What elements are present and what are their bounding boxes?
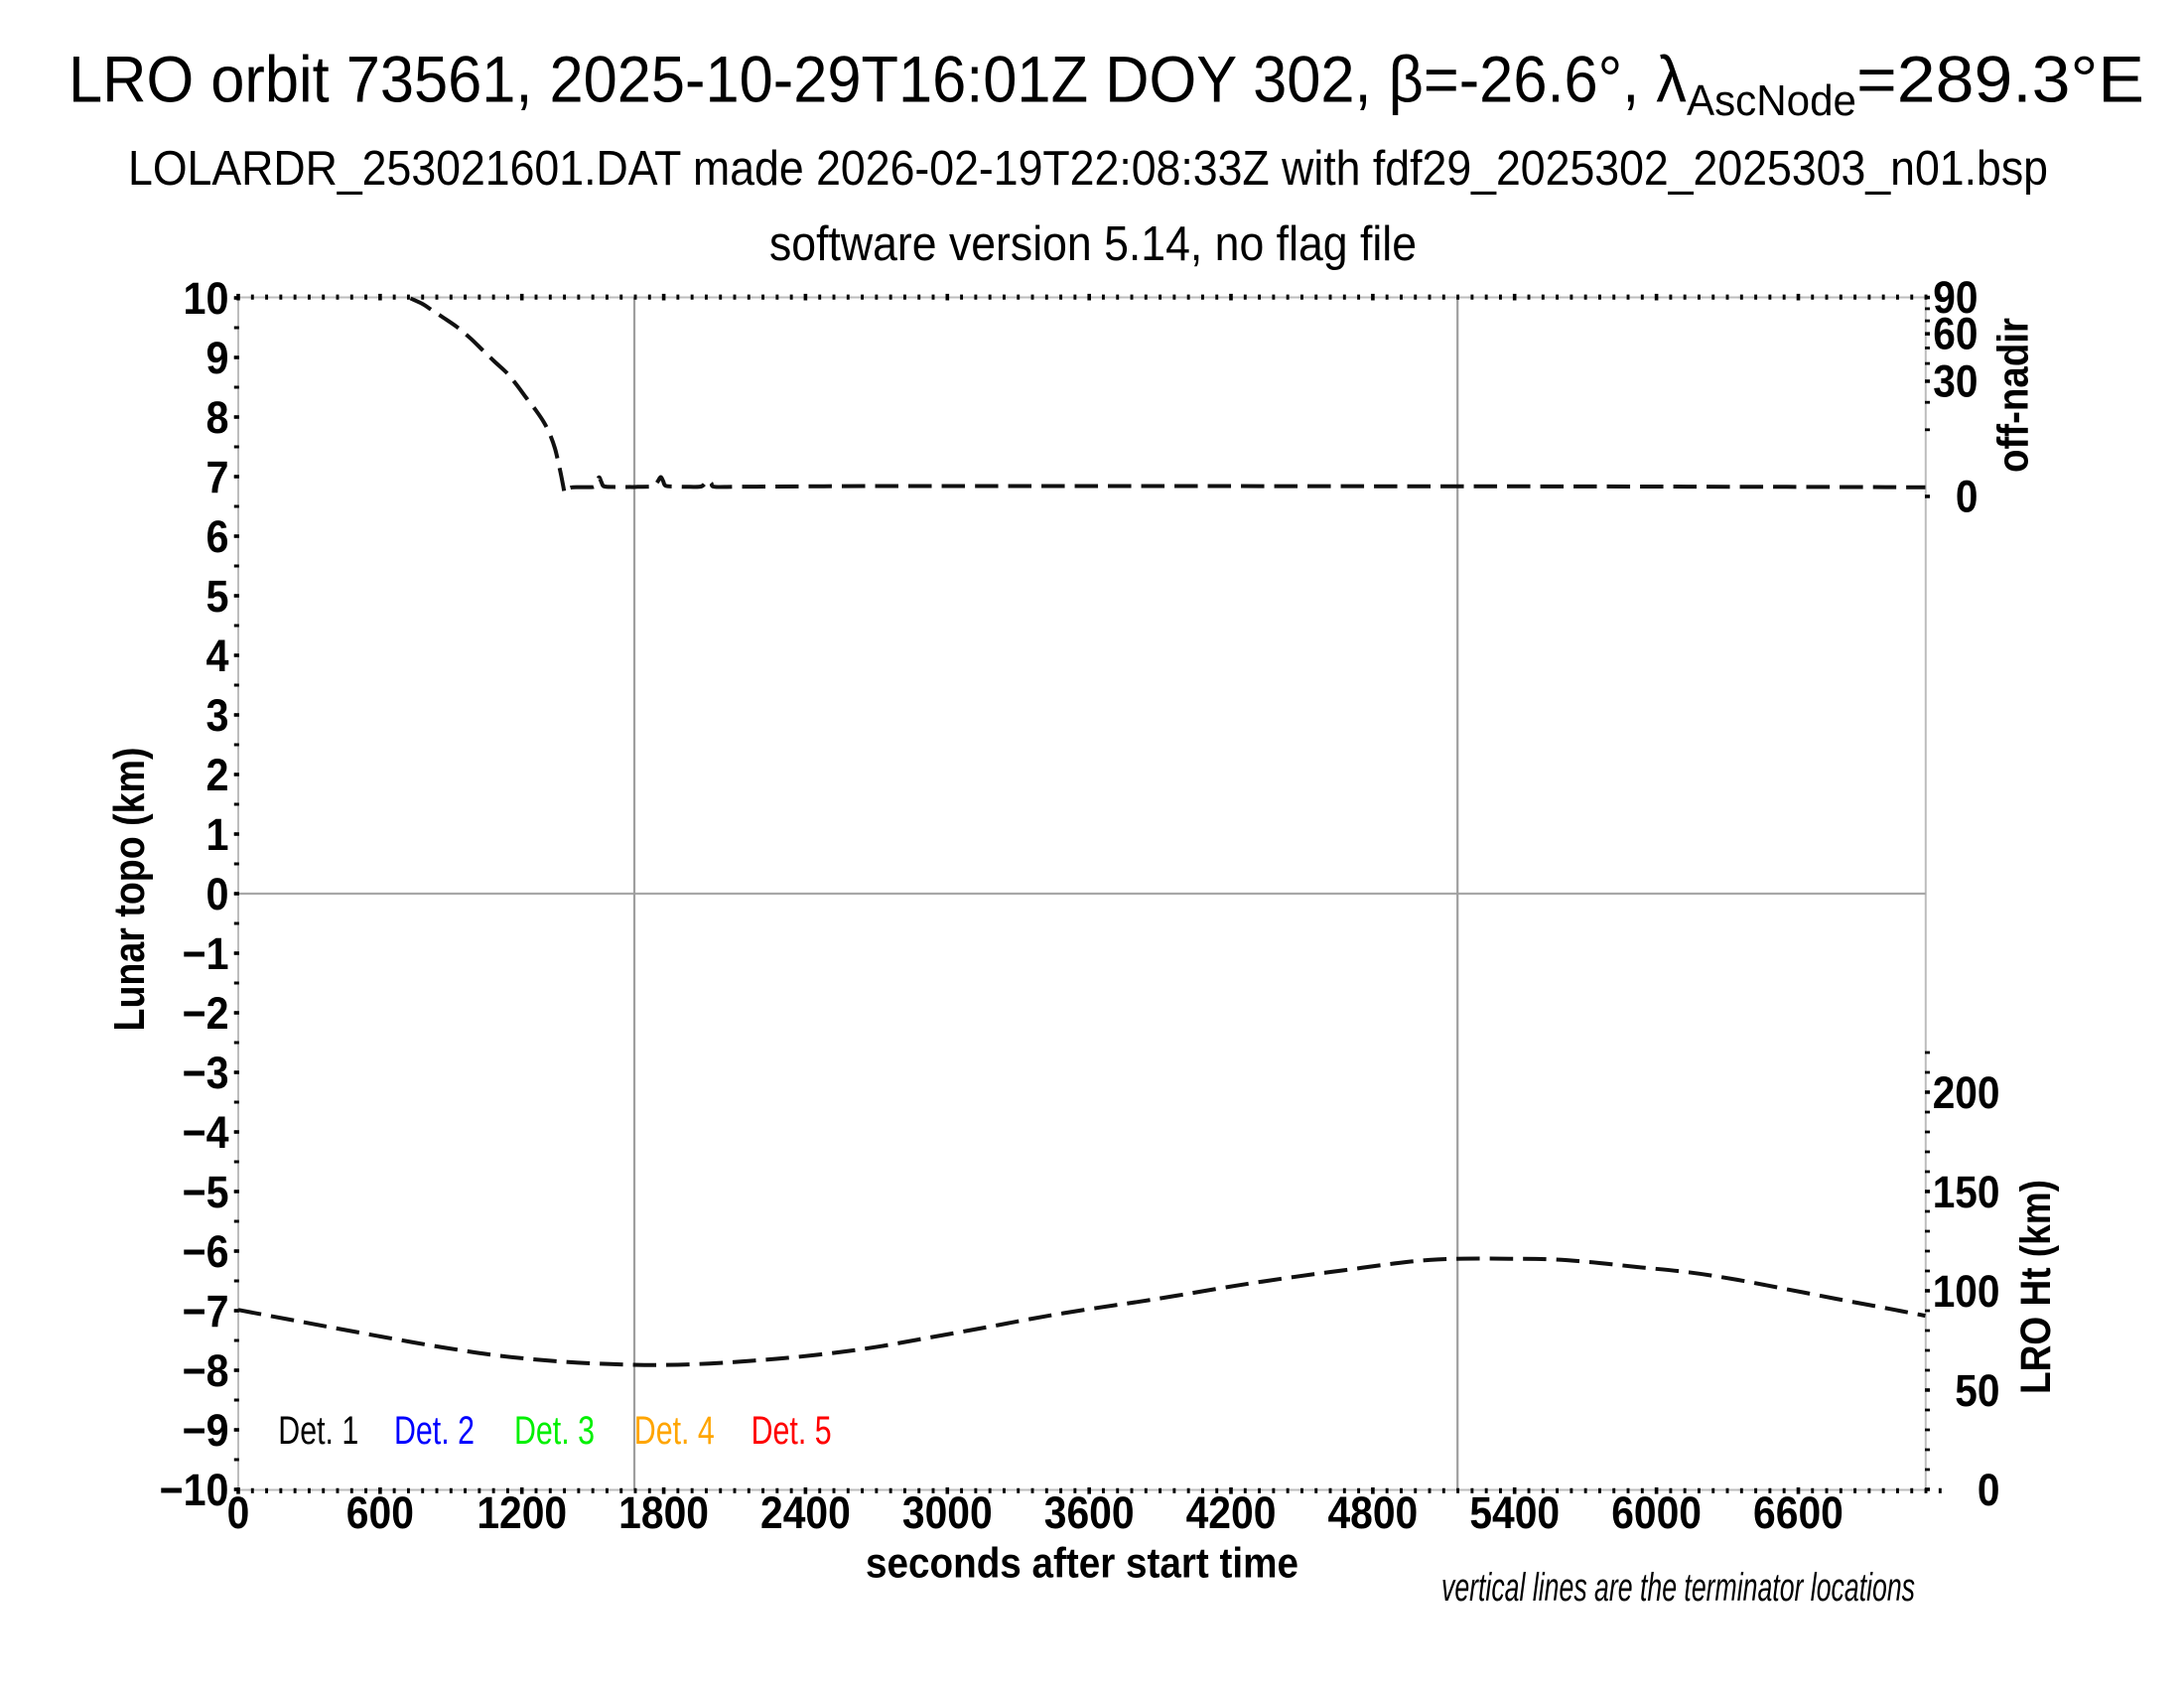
svg-text:−5: −5 — [183, 1167, 229, 1217]
svg-text:vertical lines are the termina: vertical lines are the terminator locati… — [1441, 1566, 1915, 1610]
svg-text:6000: 6000 — [1611, 1487, 1702, 1538]
svg-text:3000: 3000 — [902, 1487, 993, 1538]
svg-text:5400: 5400 — [1469, 1487, 1560, 1538]
svg-text:Det. 4: Det. 4 — [634, 1409, 715, 1453]
svg-text:30: 30 — [1933, 355, 1978, 406]
svg-text:−7: −7 — [183, 1286, 229, 1336]
svg-text:0: 0 — [227, 1487, 250, 1538]
svg-text:90: 90 — [1933, 272, 1978, 323]
svg-text:Det. 2: Det. 2 — [394, 1409, 475, 1453]
svg-text:2: 2 — [206, 750, 229, 800]
svg-text:1200: 1200 — [477, 1487, 567, 1538]
svg-text:150: 150 — [1933, 1167, 2000, 1217]
svg-text:0: 0 — [206, 869, 229, 919]
svg-text:LRO Ht (km): LRO Ht (km) — [2012, 1180, 2060, 1394]
svg-text:−9: −9 — [183, 1405, 229, 1456]
svg-text:−3: −3 — [183, 1048, 229, 1098]
svg-text:software version 5.14, no flag: software version 5.14, no flag file — [769, 217, 1417, 271]
svg-text:7: 7 — [206, 452, 229, 502]
svg-text:−6: −6 — [183, 1226, 229, 1277]
svg-text:1: 1 — [206, 809, 229, 860]
svg-text:−1: −1 — [183, 928, 229, 979]
svg-text:Det. 3: Det. 3 — [514, 1409, 595, 1453]
svg-text:60: 60 — [1933, 309, 1978, 359]
svg-text:9: 9 — [206, 333, 229, 383]
svg-text:Det. 5: Det. 5 — [751, 1409, 832, 1453]
svg-text:3: 3 — [206, 690, 229, 741]
svg-text:10: 10 — [184, 273, 229, 324]
svg-text:600: 600 — [346, 1487, 414, 1538]
svg-text:−4: −4 — [183, 1107, 230, 1158]
svg-text:1800: 1800 — [618, 1487, 709, 1538]
svg-text:Lunar topo (km): Lunar topo (km) — [106, 748, 154, 1032]
svg-text:50: 50 — [1955, 1365, 1999, 1416]
svg-text:LOLARDR_253021601.DAT made 202: LOLARDR_253021601.DAT made 2026-02-19T22… — [128, 142, 2048, 196]
svg-text:6600: 6600 — [1753, 1487, 1843, 1538]
svg-text:off-nadir: off-nadir — [1990, 318, 2038, 473]
svg-text:seconds after start time: seconds after start time — [866, 1540, 1298, 1588]
svg-text:3600: 3600 — [1044, 1487, 1135, 1538]
svg-text:200: 200 — [1933, 1067, 2000, 1118]
svg-text:6: 6 — [206, 511, 229, 562]
svg-text:0: 0 — [1978, 1465, 2000, 1515]
svg-text:−8: −8 — [183, 1345, 229, 1396]
svg-text:2400: 2400 — [760, 1487, 851, 1538]
svg-text:4800: 4800 — [1327, 1487, 1418, 1538]
svg-text:−10: −10 — [160, 1465, 229, 1515]
svg-text:4: 4 — [206, 631, 230, 681]
svg-text:8: 8 — [206, 392, 229, 443]
svg-text:5: 5 — [206, 571, 229, 622]
svg-text:Det. 1: Det. 1 — [278, 1409, 358, 1453]
svg-text:100: 100 — [1933, 1266, 2000, 1317]
svg-text:−2: −2 — [183, 988, 229, 1039]
svg-text:0: 0 — [1956, 472, 1979, 522]
svg-text:LRO orbit 73561, 2025-10-29T16: LRO orbit 73561, 2025-10-29T16:01Z DOY 3… — [68, 43, 2144, 126]
svg-text:4200: 4200 — [1186, 1487, 1277, 1538]
